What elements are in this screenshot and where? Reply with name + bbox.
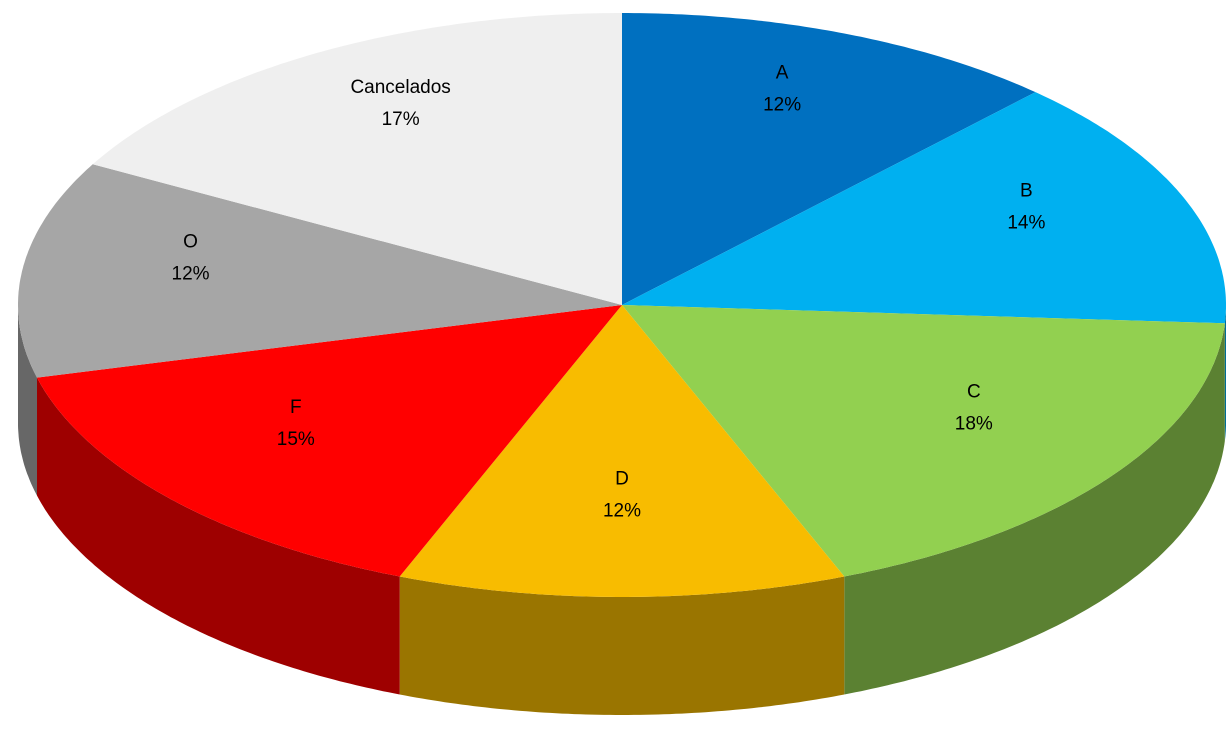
slice-label: C xyxy=(967,382,981,403)
slice-label: F xyxy=(290,397,302,418)
slice xyxy=(622,92,1226,324)
slice-side xyxy=(1224,305,1226,442)
slice-value-label: 15% xyxy=(277,429,315,450)
slice xyxy=(622,305,1225,577)
slice xyxy=(18,164,622,378)
slice-side xyxy=(844,323,1225,695)
slice-label: B xyxy=(1020,181,1033,202)
slice-side xyxy=(399,576,845,715)
slice xyxy=(37,305,622,577)
slice-label: A xyxy=(776,63,789,84)
slice-value-label: 12% xyxy=(172,264,210,285)
slice xyxy=(92,13,622,305)
slice-side xyxy=(37,377,400,695)
slice-label: O xyxy=(183,232,198,253)
slice-value-label: 17% xyxy=(382,109,420,130)
slice-value-label: 14% xyxy=(1007,213,1045,234)
slice-value-label: 12% xyxy=(603,500,641,521)
slice-label: D xyxy=(615,468,629,489)
slice-value-label: 12% xyxy=(763,95,801,116)
slice-side xyxy=(18,305,37,496)
slice xyxy=(622,13,1036,305)
slice-value-label: 18% xyxy=(955,414,993,435)
slice-label: Cancelados xyxy=(350,77,450,98)
slice xyxy=(399,305,845,597)
